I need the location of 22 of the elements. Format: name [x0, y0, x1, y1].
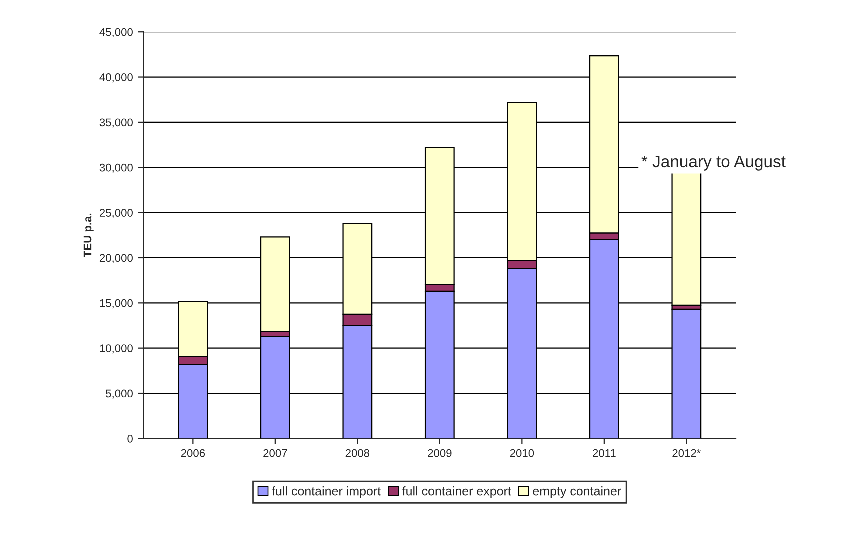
x-tick-label: 2012* [672, 449, 702, 458]
x-tick-label: 2007 [264, 449, 288, 458]
y-tick-label: 40,000 [100, 74, 133, 83]
x-tick-label: 2011 [593, 449, 616, 458]
y-tick-label: 20,000 [100, 254, 133, 264]
y-tick-label: 10,000 [100, 344, 133, 354]
y-tick-label: 35,000 [100, 118, 133, 128]
y-tick-label: 15,000 [100, 299, 133, 309]
x-tick-label: 2006 [181, 449, 206, 458]
legend-label: full container export [402, 486, 512, 498]
y-tick-label: 45,000 [100, 28, 133, 38]
y-tick-label: 25,000 [100, 209, 133, 218]
y-tick-label: 30,000 [100, 164, 133, 174]
x-tick-label: 2010 [510, 449, 534, 458]
y-axis-title: TEU p.a. [84, 214, 94, 258]
y-tick-label: 5,000 [106, 390, 133, 399]
legend-label: empty container [533, 486, 622, 498]
legend-label: full container import [272, 486, 381, 498]
x-tick-label: 2008 [346, 449, 370, 458]
annotation: * January to August [642, 156, 786, 171]
y-tick-label: 0 [128, 434, 133, 443]
x-tick-label: 2009 [428, 449, 452, 458]
